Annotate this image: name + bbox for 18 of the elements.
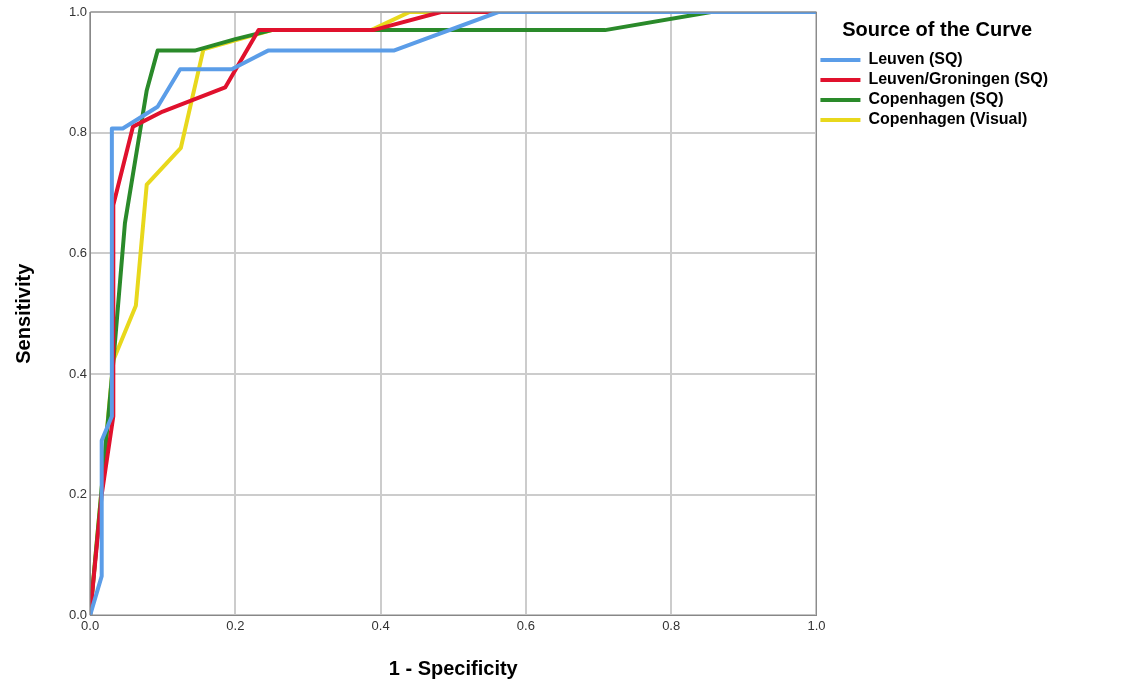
x-tick-label: 0.4 (371, 617, 390, 633)
y-tick-label: 1.0 (68, 3, 88, 19)
legend-label: Leuven (SQ) (868, 50, 963, 68)
x-tick-label: 0.8 (662, 617, 681, 633)
legend-label: Leuven/Groningen (SQ) (868, 70, 1048, 88)
y-tick-label: 0.4 (68, 365, 88, 381)
x-tick-label: 0.6 (516, 617, 535, 633)
x-axis-title: 1 - Specificity (388, 656, 519, 679)
legend-label: Copenhagen (SQ) (868, 90, 1004, 108)
legend-label: Copenhagen (Visual) (868, 110, 1028, 128)
y-tick-label: 0.6 (68, 244, 88, 260)
y-axis-title: Sensitivity (11, 262, 34, 364)
legend-title: Source of the Curve (842, 17, 1033, 40)
y-tick-label: 0.2 (68, 486, 88, 502)
x-tick-label: 1.0 (807, 617, 826, 633)
y-tick-label: 0.0 (68, 606, 88, 622)
x-tick-label: 0.2 (226, 617, 245, 633)
y-tick-label: 0.8 (68, 124, 88, 140)
